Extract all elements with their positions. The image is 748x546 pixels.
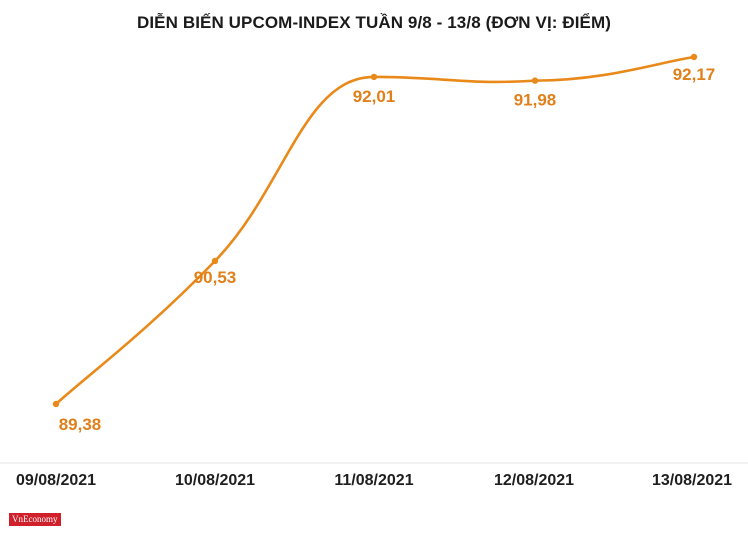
series-line [55, 55, 695, 405]
data-point-4 [690, 53, 698, 61]
x-tick-label-3: 12/08/2021 [494, 472, 574, 489]
x-tick-label-2: 11/08/2021 [334, 472, 413, 489]
x-tick-labels: 09/08/2021 10/08/2021 11/08/2021 12/08/2021… [16, 472, 732, 489]
data-point-2 [370, 73, 378, 81]
vneconomy-logo: VnEconomy [9, 513, 61, 526]
data-points [52, 53, 698, 408]
chart-title: DIỄN BIẾN UPCOM-INDEX TUẦN 9/8 - 13/8 (Đ… [136, 13, 612, 32]
data-label-1: 90,53 [194, 268, 237, 287]
x-tick-label-1: 10/08/2021 [175, 472, 255, 489]
x-tick-label-0: 09/08/2021 [16, 472, 96, 489]
data-label-3: 91,98 [514, 91, 557, 110]
data-point-0 [52, 400, 60, 408]
data-label-0: 89,38 [59, 415, 102, 434]
data-label-4: 92,17 [673, 65, 716, 84]
data-label-2: 92,01 [353, 87, 396, 106]
x-tick-label-4: 13/08/2021 [652, 472, 732, 489]
data-labels: 89,38 90,53 92,01 91,98 92,17 [59, 65, 716, 434]
data-point-3 [531, 77, 539, 84]
data-point-1 [211, 257, 219, 265]
